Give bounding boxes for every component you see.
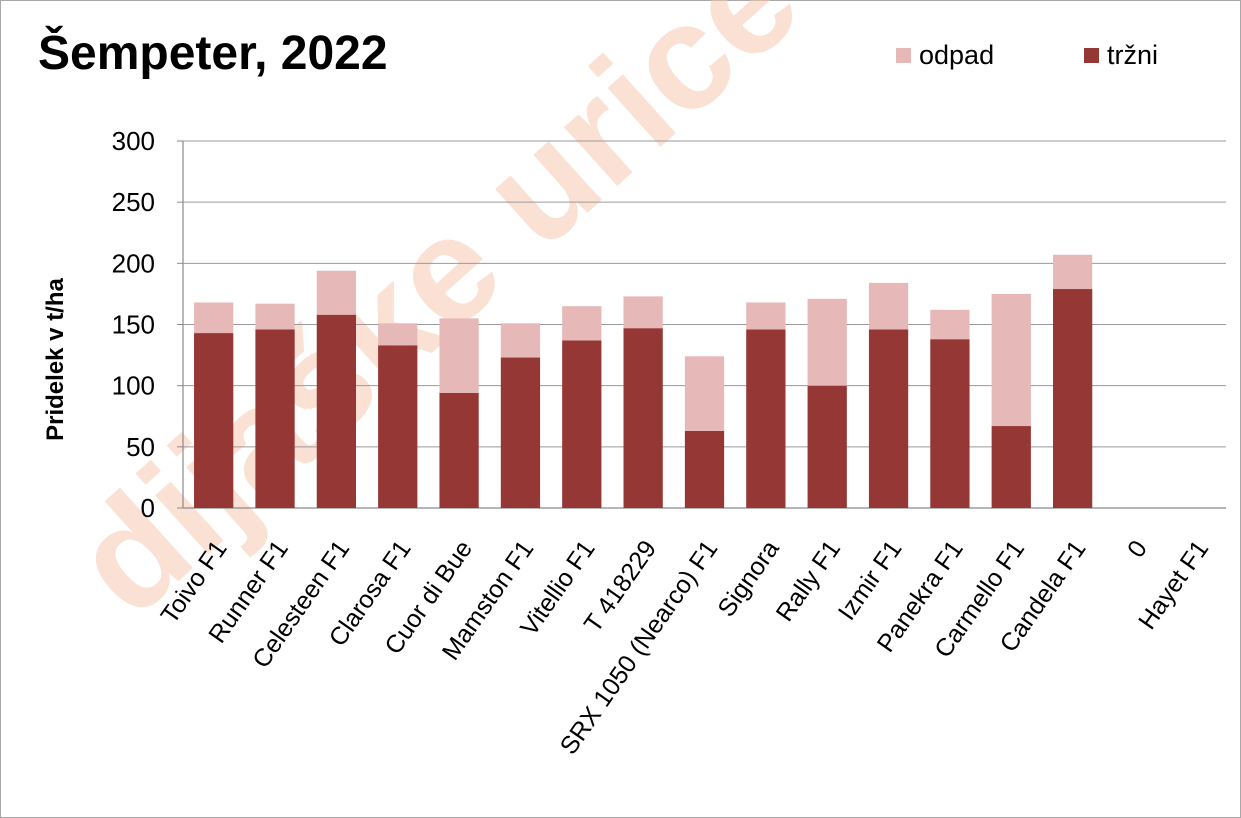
bar-odpad: [194, 302, 233, 333]
bar-odpad: [808, 299, 847, 386]
x-tick-label: 0: [1122, 535, 1153, 562]
bar-odpad: [685, 356, 724, 431]
y-tick-label: 250: [112, 187, 155, 217]
bar-trzni: [869, 329, 908, 508]
y-tick-label: 0: [141, 493, 155, 523]
y-tick-label: 100: [112, 371, 155, 401]
bar-odpad: [1053, 255, 1092, 289]
y-axis-label: Pridelek v t/ha: [42, 277, 69, 440]
bar-trzni: [624, 328, 663, 508]
bar-odpad: [562, 306, 601, 340]
bar-odpad: [317, 271, 356, 315]
y-tick-label: 150: [112, 310, 155, 340]
y-tick-label: 50: [126, 432, 155, 462]
bar-trzni: [439, 393, 478, 508]
bar-trzni: [930, 339, 969, 508]
y-tick-label: 300: [112, 126, 155, 156]
x-tick-label: Rally F1: [771, 535, 847, 626]
y-tick-label: 200: [112, 248, 155, 278]
bar-odpad: [501, 323, 540, 357]
bar-odpad: [869, 283, 908, 329]
bar-odpad: [439, 318, 478, 393]
bar-trzni: [685, 431, 724, 508]
bar-odpad: [255, 304, 294, 330]
bar-odpad: [930, 310, 969, 339]
bar-trzni: [317, 315, 356, 508]
bar-odpad: [624, 296, 663, 328]
bar-odpad: [746, 302, 785, 329]
bar-odpad: [992, 294, 1031, 426]
bar-trzni: [255, 329, 294, 508]
bar-trzni: [501, 358, 540, 508]
bar-odpad: [378, 323, 417, 345]
bar-trzni: [562, 340, 601, 508]
bar-trzni: [378, 345, 417, 508]
bar-trzni: [1053, 289, 1092, 508]
bar-trzni: [746, 329, 785, 508]
bar-trzni: [992, 426, 1031, 508]
bar-trzni: [194, 333, 233, 508]
bar-trzni: [808, 386, 847, 508]
